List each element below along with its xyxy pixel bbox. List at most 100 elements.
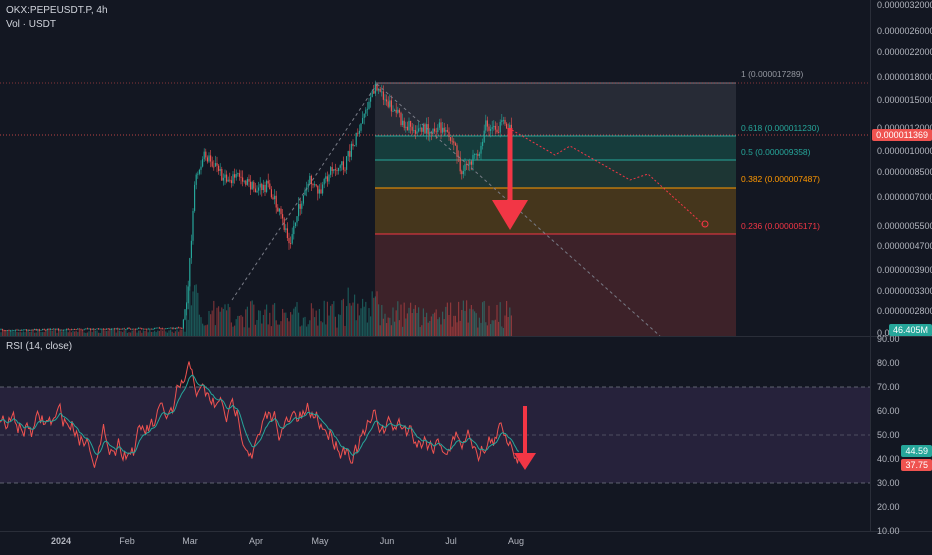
volume-bar: [133, 330, 135, 336]
volume-legend[interactable]: Vol · USDT: [6, 19, 57, 30]
volume-bar: [21, 332, 23, 336]
price-axis-tick: 0.0000026000: [877, 26, 932, 36]
volume-bar: [398, 320, 400, 336]
candle-body: [322, 184, 324, 194]
volume-bar: [374, 296, 376, 336]
price-axis-tick: 0.0000032000: [877, 0, 932, 10]
volume-bar: [376, 291, 378, 336]
volume-bar: [62, 330, 64, 336]
candle-body: [267, 180, 269, 184]
candle-body: [107, 328, 109, 330]
volume-bar: [477, 327, 479, 336]
candle-body: [272, 197, 274, 200]
volume-bar: [6, 331, 8, 336]
candle-body: [290, 243, 292, 244]
candle-body: [181, 327, 183, 329]
candle-body: [14, 329, 16, 331]
volume-bar: [454, 315, 456, 336]
candle-body: [331, 167, 333, 171]
candle-body: [59, 329, 61, 331]
down-arrow-rsi[interactable]: [514, 406, 536, 470]
candle-body: [253, 182, 255, 189]
volume-bar: [54, 329, 56, 336]
volume-bar: [422, 308, 424, 336]
volume-bar: [96, 330, 98, 336]
symbol-legend[interactable]: OKX:PEPEUSDT.P, 4h: [6, 5, 108, 16]
candle-body: [392, 111, 394, 112]
volume-bar: [291, 314, 293, 336]
volume-bar: [38, 329, 40, 336]
volume-bar: [37, 329, 39, 336]
rsi-legend[interactable]: RSI (14, close): [6, 341, 73, 352]
candle-body: [85, 328, 87, 330]
volume-bar: [403, 302, 405, 336]
volume-bar: [222, 308, 224, 336]
price-axis[interactable]: 0.0000032000 0.0000026000 0.0000022000 0.00…: [877, 0, 932, 338]
candle-body: [302, 195, 304, 204]
volume-bar: [218, 306, 220, 336]
candle-body: [486, 120, 488, 127]
volume-bar: [312, 308, 314, 336]
volume-bar: [235, 319, 237, 336]
volume-bar: [248, 327, 250, 336]
rsi-axis-tick: 60.00: [877, 406, 900, 416]
volume-bar: [66, 329, 68, 336]
candle-body: [173, 327, 175, 329]
volume-bar: [290, 312, 292, 336]
rsi-axis[interactable]: 90.00 80.00 70.00 60.00 50.00 40.00 30.00 20.00…: [877, 334, 900, 536]
candle-body: [466, 164, 468, 165]
candle-body: [475, 154, 477, 155]
candle-body: [366, 108, 368, 110]
volume-bar: [32, 329, 34, 336]
volume-bar: [480, 322, 482, 336]
volume-bar: [48, 329, 50, 336]
volume-bar: [408, 307, 410, 336]
volume-bar: [395, 310, 397, 336]
volume-bar: [131, 330, 133, 336]
candle-body: [26, 329, 28, 331]
candle-body: [346, 156, 348, 170]
volume-bar: [498, 321, 500, 336]
volume-bar: [458, 301, 460, 336]
volume-bar: [187, 319, 189, 336]
volume-bar: [294, 306, 296, 336]
volume-bar: [469, 308, 471, 336]
candle-body: [442, 127, 444, 133]
candle-body: [262, 184, 264, 191]
volume-bar: [251, 300, 253, 336]
candle-body: [296, 216, 298, 223]
volume-bar: [363, 306, 365, 336]
candle-body: [8, 330, 10, 332]
down-arrow-price[interactable]: [492, 128, 528, 230]
candle-body: [347, 151, 349, 157]
fib-retracement[interactable]: 1 (0.000017289) 0.618 (0.000011230) 0.5 …: [375, 69, 820, 336]
volume-bar: [136, 332, 138, 336]
candle-body: [206, 157, 208, 162]
rsi-line: [0, 361, 520, 468]
volume-bar: [402, 326, 404, 336]
volume-bar: [413, 308, 415, 336]
candle-body: [48, 328, 50, 330]
candle-body: [298, 204, 300, 217]
candle-body: [491, 127, 493, 129]
candle-body: [450, 137, 452, 141]
volume-bar: [176, 329, 178, 336]
candle-body: [414, 130, 416, 134]
candle-body: [248, 179, 250, 182]
price-axis-tick: 0.0000018000: [877, 72, 932, 82]
candles[interactable]: [0, 80, 512, 332]
volume-bar: [502, 327, 504, 336]
volume-bar: [485, 322, 487, 336]
volume-bar: [370, 316, 372, 336]
volume-bar: [27, 330, 29, 336]
time-axis[interactable]: 2024 Feb Mar Apr May Jun Jul Aug: [51, 536, 524, 546]
volume-bar: [40, 332, 42, 336]
candle-body: [285, 228, 287, 230]
candle-body: [67, 328, 69, 330]
candle-body: [330, 167, 332, 175]
volume-bar: [16, 331, 18, 336]
volume-bar: [464, 310, 466, 336]
candle-body: [349, 151, 351, 157]
